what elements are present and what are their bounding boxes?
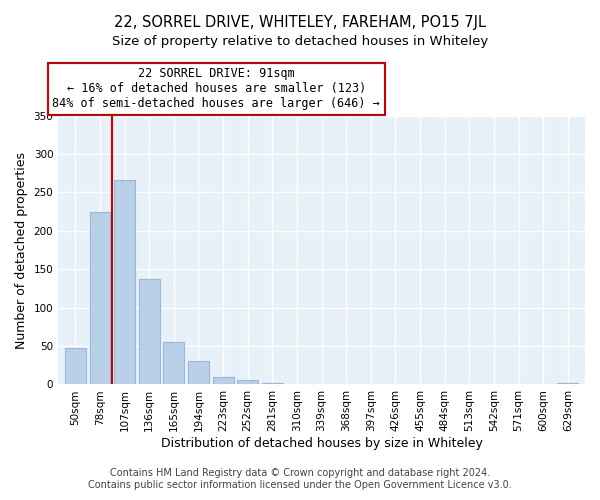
Text: 22, SORREL DRIVE, WHITELEY, FAREHAM, PO15 7JL: 22, SORREL DRIVE, WHITELEY, FAREHAM, PO1…: [114, 15, 486, 30]
Bar: [237, 380, 258, 384]
Bar: [188, 360, 209, 384]
Bar: [212, 377, 233, 384]
Text: Size of property relative to detached houses in Whiteley: Size of property relative to detached ho…: [112, 35, 488, 48]
Bar: [114, 180, 135, 384]
Bar: [262, 383, 283, 384]
Y-axis label: Number of detached properties: Number of detached properties: [15, 152, 28, 348]
X-axis label: Distribution of detached houses by size in Whiteley: Distribution of detached houses by size …: [161, 437, 482, 450]
Bar: [89, 212, 110, 384]
Bar: [65, 348, 86, 384]
Bar: [139, 280, 160, 384]
Text: 22 SORREL DRIVE: 91sqm
← 16% of detached houses are smaller (123)
84% of semi-de: 22 SORREL DRIVE: 91sqm ← 16% of detached…: [52, 68, 380, 110]
Bar: [557, 383, 578, 384]
Text: Contains HM Land Registry data © Crown copyright and database right 2024.
Contai: Contains HM Land Registry data © Crown c…: [88, 468, 512, 490]
Bar: [163, 342, 184, 384]
